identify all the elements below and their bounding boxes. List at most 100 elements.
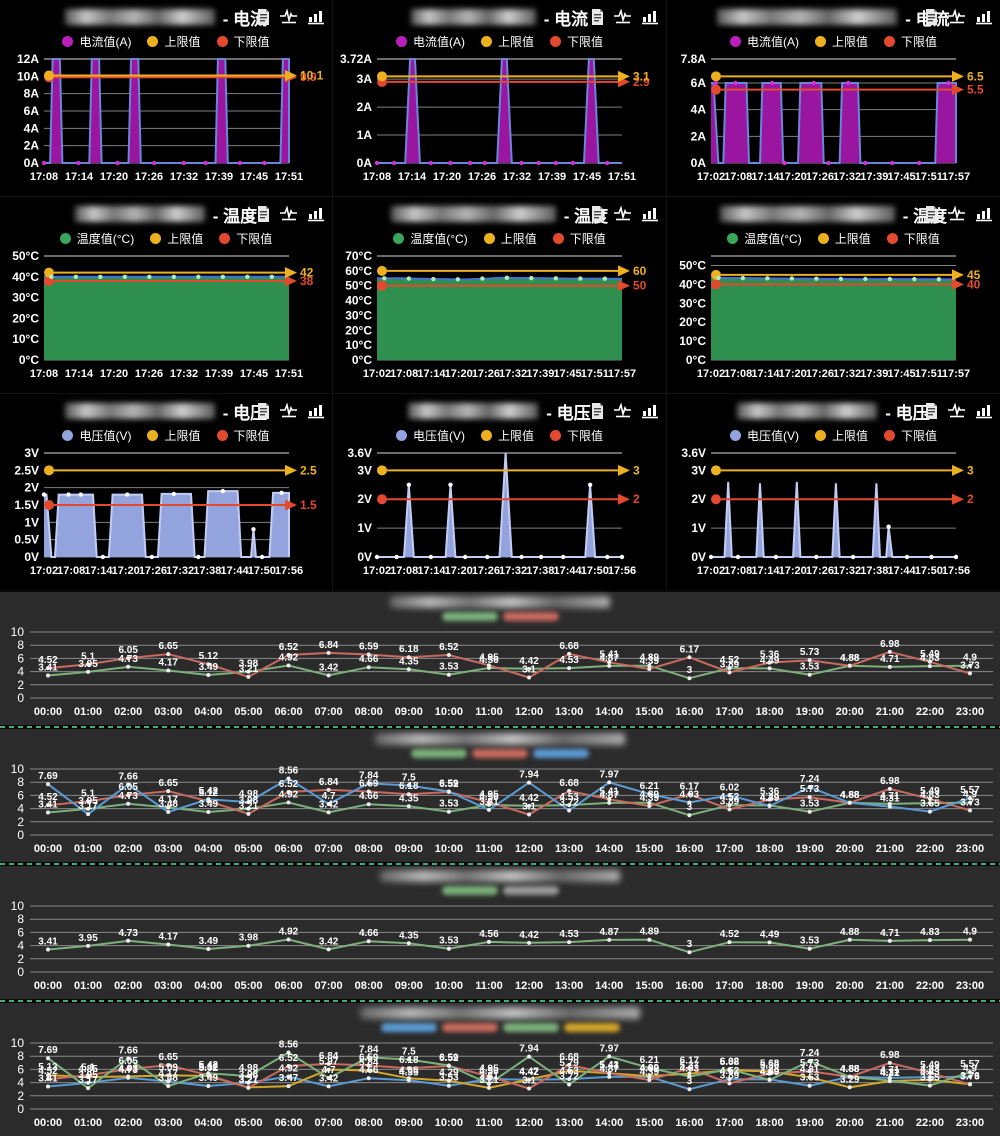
point-label: 3.41	[38, 799, 58, 810]
legend-item[interactable]: 电流值(A)	[729, 33, 799, 50]
upper-limit-arrow	[285, 267, 297, 279]
report-icon[interactable]	[591, 403, 604, 424]
legend-dot	[216, 429, 228, 441]
x-tick-label: 13:00	[555, 706, 583, 718]
report-icon[interactable]	[925, 206, 938, 227]
lower-limit-value: 40	[967, 277, 981, 291]
waveform-icon[interactable]	[948, 8, 966, 30]
point-label: 3.21	[239, 1075, 259, 1086]
legend-item[interactable]: 电压值(V)	[395, 427, 465, 444]
report-icon[interactable]	[257, 9, 270, 30]
trend-chart-2: 10 8 6 4 2 0 3.41 3.95 4.73 4.17 3.49 3.98 4.92 3.42 4…	[0, 729, 1000, 862]
legend-item[interactable]: 下限值	[886, 230, 940, 247]
bar-chart-icon[interactable]	[642, 206, 658, 227]
point-label: 4.39	[640, 793, 660, 804]
waveform-icon[interactable]	[948, 205, 966, 227]
point-label: 4.17	[159, 794, 179, 805]
point-label: 5.57	[960, 1059, 980, 1070]
point-label: 7.5	[402, 773, 416, 784]
y-tick-label: 50°C	[345, 279, 372, 293]
waveform-icon[interactable]	[280, 205, 298, 227]
x-tick-label: 09:00	[395, 980, 423, 992]
y-tick-label: 30°C	[679, 296, 706, 310]
waveform-icon[interactable]	[948, 402, 966, 424]
x-tick-label: 11:00	[475, 1117, 503, 1129]
legend-item[interactable]: 上限值	[147, 33, 201, 50]
chart-legend: 电压值(V) 上限值 下限值	[667, 423, 1000, 447]
x-tick-label: 17:57	[942, 368, 970, 380]
legend-item[interactable]: 下限值	[550, 33, 603, 50]
x-tick-label: 17:02	[697, 171, 725, 183]
y-tick-label: 0A	[357, 156, 373, 170]
legend-item[interactable]: 上限值	[480, 33, 534, 50]
point-label: 3.55	[920, 799, 940, 810]
legend-item[interactable]: 电压值(V)	[62, 427, 131, 444]
legend-item[interactable]: 下限值	[884, 427, 937, 444]
bar-chart-icon[interactable]	[308, 403, 324, 424]
legend-blob-green	[441, 612, 498, 621]
point-label: 3.53	[800, 799, 820, 810]
report-icon[interactable]	[257, 206, 270, 227]
legend-item[interactable]: 上限值	[147, 427, 201, 444]
point-label: 4.17	[159, 1068, 179, 1079]
legend-item[interactable]: 下限值	[216, 427, 270, 444]
legend-item[interactable]: 电流值(A)	[62, 33, 131, 50]
report-icon[interactable]	[591, 9, 604, 30]
legend-item[interactable]: 下限值	[884, 33, 937, 50]
legend-blob-gray	[502, 886, 559, 895]
bar-chart-icon[interactable]	[976, 206, 992, 227]
legend-item[interactable]: 温度值(°C)	[727, 230, 802, 247]
bar-chart-icon[interactable]	[308, 206, 324, 227]
legend-item[interactable]: 下限值	[552, 230, 606, 247]
bar-chart-icon[interactable]	[976, 9, 992, 30]
waveform-icon[interactable]	[280, 8, 298, 30]
chart-legend: 温度值(°C) 上限值 下限值	[0, 226, 332, 250]
report-icon[interactable]	[591, 206, 604, 227]
volt-line	[711, 481, 956, 558]
legend-item[interactable]: 上限值	[814, 33, 868, 50]
y-tick-label: 6	[17, 788, 24, 802]
point-label: 6.68	[559, 778, 579, 789]
point-label: 5.12	[199, 788, 219, 799]
legend-item[interactable]: 电压值(V)	[729, 427, 799, 444]
blurred-trend-title	[375, 733, 625, 745]
legend-item[interactable]: 上限值	[483, 230, 537, 247]
waveform-icon[interactable]	[280, 402, 298, 424]
point-label: 4.42	[519, 930, 539, 941]
bar-chart-icon[interactable]	[976, 403, 992, 424]
report-icon[interactable]	[925, 403, 938, 424]
bar-chart-icon[interactable]	[642, 403, 658, 424]
legend-item[interactable]: 下限值	[216, 33, 270, 50]
legend-item[interactable]: 上限值	[150, 230, 203, 247]
point-label: 6.98	[880, 639, 900, 650]
legend-item[interactable]: 上限值	[817, 230, 871, 247]
point-label: 4.22	[880, 1068, 900, 1079]
point-label: 3.73	[960, 797, 980, 808]
x-tick-label: 20:00	[836, 980, 864, 992]
legend-item[interactable]: 温度值(°C)	[393, 230, 468, 247]
chart-header: - 电压	[0, 394, 332, 423]
report-icon[interactable]	[925, 9, 938, 30]
legend-item[interactable]: 上限值	[480, 427, 534, 444]
legend-item[interactable]: 上限值	[814, 427, 868, 444]
y-tick-label: 4	[17, 939, 24, 953]
x-tick-label: 17:57	[608, 368, 636, 380]
legend-item[interactable]: 温度值(°C)	[59, 230, 134, 247]
x-tick-label: 17:57	[942, 171, 970, 183]
report-icon[interactable]	[257, 403, 270, 424]
legend-item[interactable]: 下限值	[219, 230, 272, 247]
waveform-icon[interactable]	[614, 8, 632, 30]
x-tick-label: 19:00	[796, 706, 824, 718]
bar-chart-icon[interactable]	[642, 9, 658, 30]
x-tick-label: 17:20	[100, 171, 128, 183]
y-tick-label: 10	[11, 763, 25, 776]
legend-item[interactable]: 下限值	[550, 427, 603, 444]
x-tick-label: 20:00	[836, 1117, 864, 1129]
waveform-icon[interactable]	[614, 205, 632, 227]
bar-chart-icon[interactable]	[308, 9, 324, 30]
point-label: 8.56	[279, 1040, 299, 1051]
waveform-icon[interactable]	[614, 402, 632, 424]
legend-item[interactable]: 电流值(A)	[395, 33, 465, 50]
